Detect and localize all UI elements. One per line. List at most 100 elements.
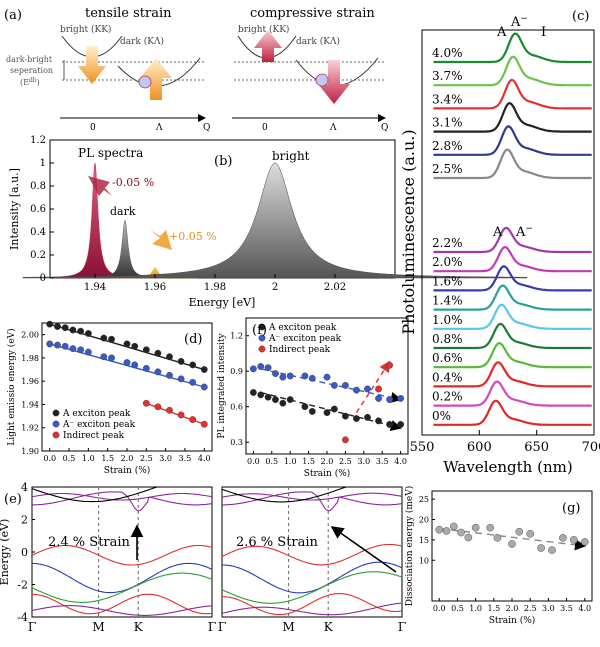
data-point bbox=[46, 340, 54, 348]
data-point bbox=[154, 403, 162, 411]
pl-spectrum bbox=[433, 102, 592, 133]
x-axis-label: Strain (%) bbox=[489, 615, 536, 626]
data-point bbox=[200, 366, 208, 373]
x-tick-label: 700 bbox=[582, 440, 600, 455]
peak-I: I bbox=[541, 25, 546, 40]
data-point bbox=[84, 348, 92, 356]
y-tick-label: 20 bbox=[419, 516, 429, 525]
band-line bbox=[221, 543, 403, 566]
data-point bbox=[323, 409, 331, 417]
data-point bbox=[61, 342, 69, 350]
y-tick-label: 1.94 bbox=[21, 400, 39, 409]
strain-label: 0.4% bbox=[432, 370, 463, 384]
legend-label: A⁻ exciton peak bbox=[268, 334, 342, 344]
b-curves bbox=[22, 162, 528, 279]
data-point bbox=[323, 373, 331, 381]
arrow-orange-b bbox=[150, 230, 172, 250]
y-tick-label: 10 bbox=[419, 556, 429, 565]
y-tick-label: 25 bbox=[419, 495, 429, 504]
y-tick-label: 0.4 bbox=[30, 227, 46, 238]
data-point bbox=[279, 373, 287, 381]
data-point bbox=[330, 382, 338, 389]
data-point bbox=[264, 364, 272, 372]
panel-d-label: (d) bbox=[184, 332, 202, 347]
x-tick-label: 4.0 bbox=[578, 604, 591, 613]
peak-Aminus-top: A− bbox=[510, 14, 528, 30]
legend-label: A exciton peak bbox=[62, 409, 131, 419]
data-point bbox=[131, 361, 139, 369]
k-tick-label: K bbox=[134, 620, 144, 634]
data-point bbox=[342, 436, 349, 444]
legend-marker bbox=[52, 420, 60, 428]
y-tick-label: 0.2 bbox=[30, 250, 46, 261]
y-tick-label: 0 bbox=[40, 273, 46, 284]
data-point bbox=[286, 372, 294, 380]
x-tick-label: 650 bbox=[524, 440, 549, 455]
data-point bbox=[77, 327, 85, 335]
c-axes: 550 600 650 700 Wavelength (nm) Photoluminesc… bbox=[399, 129, 600, 476]
strain-label: 2.2% bbox=[432, 236, 463, 250]
y-tick-label: 0.6 bbox=[230, 403, 243, 412]
data-point bbox=[450, 522, 458, 531]
x-tick-label: 0.0 bbox=[433, 604, 446, 613]
y-tick-label: 4 bbox=[21, 481, 28, 494]
y-tick-label: -2 bbox=[17, 579, 28, 592]
x-tick-label: 2.0 bbox=[506, 604, 519, 613]
x-tick-label: 4.0 bbox=[198, 454, 211, 463]
x-tick-label: 3.0 bbox=[357, 457, 370, 466]
x-tick-label: 3.5 bbox=[560, 604, 573, 613]
band-line bbox=[31, 492, 213, 501]
data-point bbox=[123, 340, 131, 348]
band-line bbox=[221, 602, 403, 616]
x-tick-label: 3.5 bbox=[376, 457, 389, 466]
y-tick-label: 0.3 bbox=[230, 438, 243, 447]
x-tick-label: 1.94 bbox=[84, 282, 106, 293]
y-tick-label: 1.90 bbox=[21, 447, 39, 456]
x-tick-label: 3.0 bbox=[542, 604, 555, 613]
data-point bbox=[46, 320, 54, 328]
x-axis-label: Energy [eV] bbox=[189, 296, 256, 309]
y-tick-label: 1.2 bbox=[30, 135, 46, 146]
y-tick-label: -4 bbox=[17, 611, 28, 624]
data-point bbox=[386, 396, 393, 403]
x-tick-label: 2 bbox=[272, 282, 278, 293]
y-tick-label: 2 bbox=[21, 514, 28, 527]
pl-spectrum bbox=[433, 78, 592, 110]
pl-spectrum bbox=[433, 226, 592, 254]
k-tick-label: Γ bbox=[28, 620, 36, 634]
y-tick-label: 1.92 bbox=[21, 424, 39, 433]
pl-spectrum bbox=[433, 303, 592, 330]
data-point bbox=[69, 326, 77, 334]
x-tick-label: 2.5 bbox=[140, 454, 153, 463]
data-point bbox=[189, 378, 197, 386]
data-point bbox=[84, 330, 92, 337]
data-point bbox=[508, 540, 516, 548]
data-point bbox=[526, 529, 534, 538]
pl-spectrum bbox=[433, 380, 592, 407]
data-point bbox=[249, 365, 257, 373]
data-point bbox=[154, 349, 162, 357]
dark-label-left: dark (KΛ) bbox=[120, 36, 164, 47]
pl-spectrum bbox=[433, 342, 592, 369]
sep-label-3: (Edb) bbox=[20, 77, 40, 87]
tick-0-left: 0 bbox=[90, 123, 96, 133]
fit-line bbox=[260, 368, 403, 403]
y-tick-label: 1 bbox=[40, 158, 46, 169]
pl-spectrum bbox=[433, 148, 592, 180]
data-point bbox=[308, 374, 316, 382]
arrow-red-b bbox=[88, 176, 112, 196]
band-frame-right bbox=[221, 486, 403, 618]
pl-spectrum bbox=[433, 265, 592, 292]
strain-label: 3.7% bbox=[432, 69, 463, 83]
f-plot: 0.0 0.5 1.0 1.5 2.0 2.5 3.0 3.5 4.0 0.3 0.6 0.9 1.2 S… bbox=[217, 323, 407, 479]
data-point bbox=[570, 536, 578, 544]
y-tick-label: 1.96 bbox=[21, 377, 39, 386]
data-point bbox=[61, 324, 69, 332]
panel-a-label: (a) bbox=[4, 8, 22, 23]
panel-d: 0.0 0.5 1.0 1.5 2.0 2.5 3.0 3.5 4.0 1.90 1.92 1.94 1… bbox=[6, 320, 213, 476]
y-tick-label: 0.6 bbox=[30, 204, 46, 215]
y-axis-label: Light emissio energy (eV) bbox=[6, 328, 17, 445]
data-point bbox=[69, 345, 77, 352]
strain-label: 1.6% bbox=[432, 274, 463, 288]
strain-label: 3.1% bbox=[432, 116, 463, 130]
